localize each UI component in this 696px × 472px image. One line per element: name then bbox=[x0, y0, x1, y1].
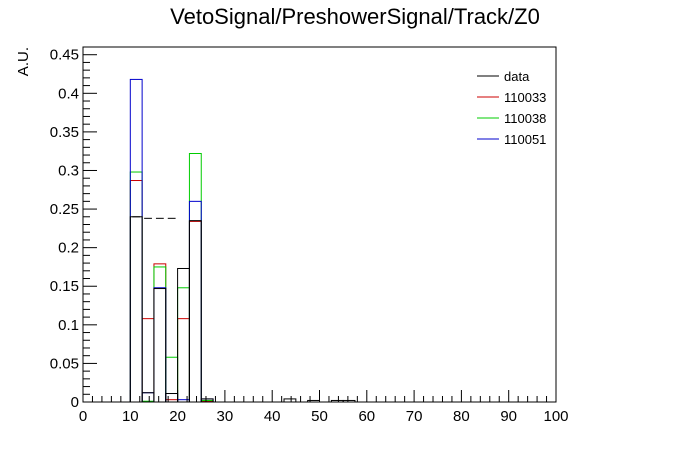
y-axis-label: A.U. bbox=[15, 47, 32, 76]
legend-item-110051: 110051 bbox=[477, 132, 546, 147]
x-tick-label: 30 bbox=[217, 408, 234, 425]
x-tick-label: 80 bbox=[453, 408, 470, 425]
x-axis: 0 10 20 30 40 50 60 70 80 90 100 bbox=[79, 390, 569, 425]
legend-item-data: data bbox=[477, 69, 530, 84]
y-tick-label: 0.25 bbox=[50, 201, 79, 218]
y-tick-label: 0 bbox=[71, 394, 79, 411]
chart-title: VetoSignal/PreshowerSignal/Track/Z0 bbox=[170, 4, 540, 29]
x-tick-label: 0 bbox=[79, 408, 87, 425]
x-tick-label: 70 bbox=[406, 408, 423, 425]
legend-item-110033: 110033 bbox=[477, 90, 546, 105]
x-tick-label: 60 bbox=[358, 408, 375, 425]
y-tick-label: 0.35 bbox=[50, 124, 79, 141]
legend-label: data bbox=[504, 69, 530, 84]
x-tick-label: 10 bbox=[122, 408, 139, 425]
legend-label: 110038 bbox=[504, 111, 546, 126]
legend: data 110033 110038 110051 bbox=[477, 69, 546, 147]
x-tick-label: 40 bbox=[264, 408, 281, 425]
y-tick-label: 0.15 bbox=[50, 278, 79, 295]
x-tick-label: 50 bbox=[311, 408, 328, 425]
y-tick-label: 0.2 bbox=[58, 240, 79, 257]
x-tick-label: 20 bbox=[169, 408, 186, 425]
y-tick-label: 0.1 bbox=[58, 317, 79, 334]
y-axis: 0 0.05 0.1 0.15 0.2 0.25 0.3 0.35 0.4 0.45 bbox=[50, 46, 97, 411]
y-tick-label: 0.45 bbox=[50, 47, 79, 64]
legend-label: 110033 bbox=[504, 90, 546, 105]
y-tick-label: 0.3 bbox=[58, 162, 79, 179]
x-tick-label: 100 bbox=[543, 408, 568, 425]
x-tick-label: 90 bbox=[500, 408, 517, 425]
y-tick-label: 0.05 bbox=[50, 355, 79, 372]
y-tick-label: 0.4 bbox=[58, 85, 79, 102]
legend-label: 110051 bbox=[504, 132, 546, 147]
legend-item-110038: 110038 bbox=[477, 111, 546, 126]
